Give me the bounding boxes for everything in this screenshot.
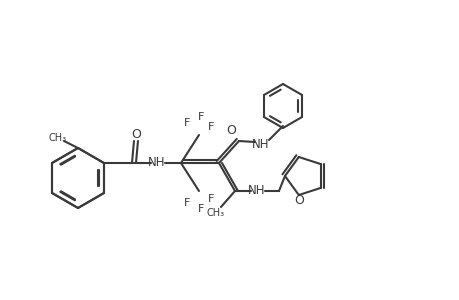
Text: F: F (184, 198, 190, 208)
Text: F: F (207, 122, 214, 132)
Text: NH: NH (248, 184, 265, 197)
Text: NH: NH (252, 137, 269, 151)
Text: F: F (184, 118, 190, 128)
Text: CH₃: CH₃ (207, 208, 224, 218)
Text: O: O (293, 194, 303, 206)
Text: CH₃: CH₃ (49, 133, 67, 143)
Text: O: O (131, 128, 140, 140)
Text: F: F (207, 194, 214, 204)
Text: NH: NH (148, 157, 165, 169)
Text: F: F (197, 112, 204, 122)
Text: F: F (197, 204, 204, 214)
Text: O: O (225, 124, 235, 137)
